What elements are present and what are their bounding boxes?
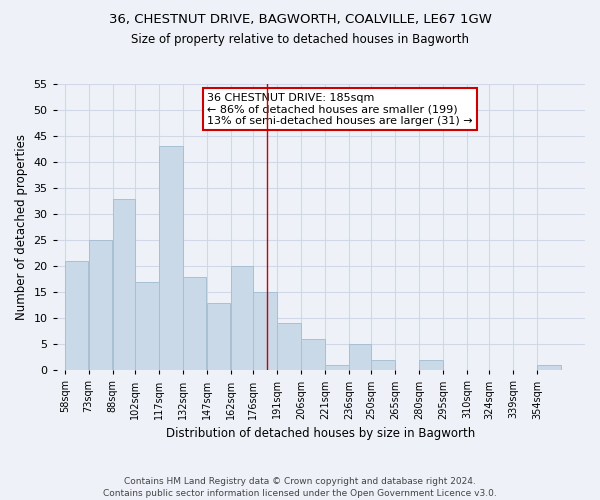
Bar	[159, 146, 182, 370]
Bar	[89, 240, 112, 370]
Bar	[325, 365, 349, 370]
Bar	[231, 266, 253, 370]
Bar	[301, 339, 325, 370]
Bar	[207, 302, 230, 370]
Bar	[538, 365, 561, 370]
X-axis label: Distribution of detached houses by size in Bagworth: Distribution of detached houses by size …	[166, 427, 475, 440]
Bar	[135, 282, 158, 370]
Bar	[277, 324, 301, 370]
Bar	[65, 261, 88, 370]
Text: 36 CHESTNUT DRIVE: 185sqm
← 86% of detached houses are smaller (199)
13% of semi: 36 CHESTNUT DRIVE: 185sqm ← 86% of detac…	[207, 92, 473, 126]
Bar	[183, 276, 206, 370]
Text: 36, CHESTNUT DRIVE, BAGWORTH, COALVILLE, LE67 1GW: 36, CHESTNUT DRIVE, BAGWORTH, COALVILLE,…	[109, 12, 491, 26]
Text: Contains HM Land Registry data © Crown copyright and database right 2024.
Contai: Contains HM Land Registry data © Crown c…	[103, 476, 497, 498]
Bar	[349, 344, 371, 370]
Bar	[419, 360, 443, 370]
Bar	[371, 360, 395, 370]
Text: Size of property relative to detached houses in Bagworth: Size of property relative to detached ho…	[131, 32, 469, 46]
Y-axis label: Number of detached properties: Number of detached properties	[15, 134, 28, 320]
Bar	[113, 198, 134, 370]
Bar	[253, 292, 277, 370]
